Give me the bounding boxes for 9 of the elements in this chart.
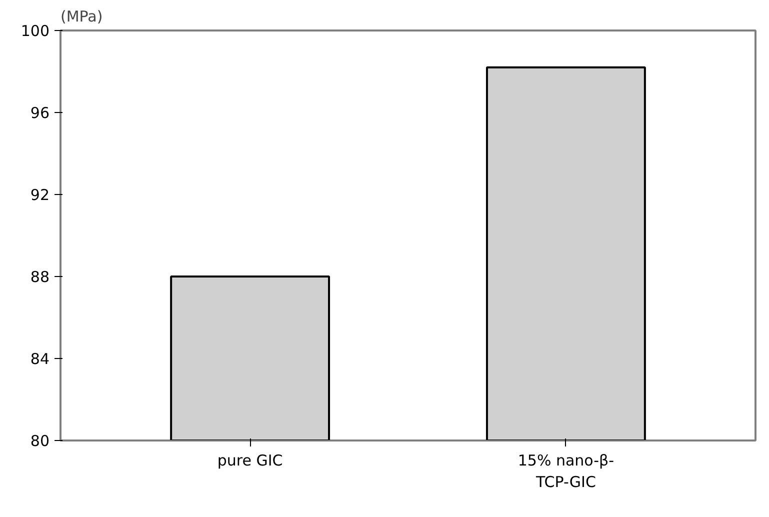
y-tick-label: 88: [30, 268, 50, 286]
y-tick-label: 92: [30, 186, 50, 204]
y-tick-label: 80: [30, 432, 50, 450]
y-tick-label: 84: [30, 350, 50, 368]
x-tick-label: pure GIC: [217, 452, 283, 470]
y-tick-label: 100: [20, 22, 50, 40]
x-tick-label: 15% nano-β-TCP-GIC: [518, 452, 614, 492]
y-axis-title: (MPa): [60, 8, 103, 26]
y-tick-label: 96: [30, 104, 50, 122]
